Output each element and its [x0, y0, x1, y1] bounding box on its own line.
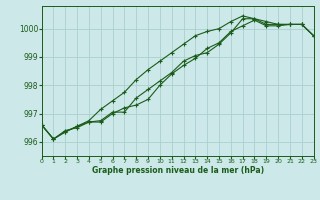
X-axis label: Graphe pression niveau de la mer (hPa): Graphe pression niveau de la mer (hPa) — [92, 166, 264, 175]
